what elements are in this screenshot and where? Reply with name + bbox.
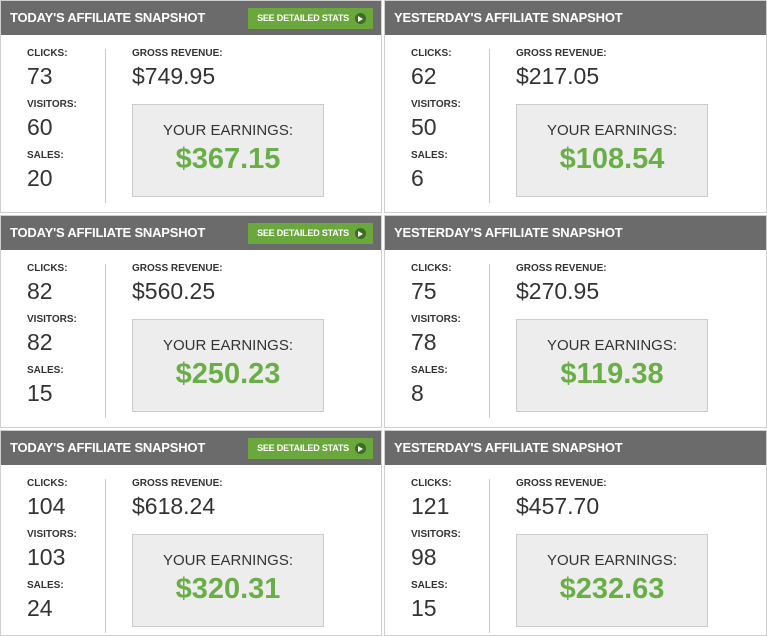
stat-label: VISITORS: xyxy=(411,99,461,110)
snapshot-panel: TODAY'S AFFILIATE SNAPSHOT SEE DETAILED S… xyxy=(0,430,382,636)
panel-header: TODAY'S AFFILIATE SNAPSHOT SEE DETAILED S… xyxy=(1,431,381,465)
earnings-box: YOUR EARNINGS: $250.23 xyxy=(132,319,324,412)
panel-header: TODAY'S AFFILIATE SNAPSHOT SEE DETAILED S… xyxy=(1,1,381,35)
stat-label: CLICKS: xyxy=(27,478,68,489)
stat-label: SALES: xyxy=(27,150,64,161)
stat-value: 50 xyxy=(411,114,437,140)
stat-value: 73 xyxy=(27,63,53,89)
earnings-box: YOUR EARNINGS: $367.15 xyxy=(132,104,324,197)
panel-title: YESTERDAY'S AFFILIATE SNAPSHOT xyxy=(394,440,623,455)
earnings-label: YOUR EARNINGS: xyxy=(546,337,678,354)
panel-header: TODAY'S AFFILIATE SNAPSHOT SEE DETAILED S… xyxy=(1,216,381,250)
panel-header: YESTERDAY'S AFFILIATE SNAPSHOT xyxy=(385,431,766,465)
divider xyxy=(489,49,490,203)
divider xyxy=(105,49,106,203)
snapshot-panel: TODAY'S AFFILIATE SNAPSHOT SEE DETAILED S… xyxy=(0,215,382,428)
detailed-stats-button[interactable]: SEE DETAILED STATS xyxy=(248,223,373,244)
earnings-box: YOUR EARNINGS: $320.31 xyxy=(132,534,324,627)
detailed-stats-button[interactable]: SEE DETAILED STATS xyxy=(248,8,373,29)
panel-title: TODAY'S AFFILIATE SNAPSHOT xyxy=(10,225,206,240)
stat-label: SALES: xyxy=(27,365,64,376)
earnings-box: YOUR EARNINGS: $119.38 xyxy=(516,319,708,412)
stat-label: VISITORS: xyxy=(411,314,461,325)
divider xyxy=(489,479,490,633)
stat-value: 20 xyxy=(27,165,53,191)
divider xyxy=(105,264,106,418)
stat-value: 121 xyxy=(411,493,450,519)
panel-title: YESTERDAY'S AFFILIATE SNAPSHOT xyxy=(394,225,623,240)
divider xyxy=(105,479,106,633)
stat-value: 62 xyxy=(411,63,437,89)
earnings-value: $320.31 xyxy=(175,573,281,605)
earnings-value: $108.54 xyxy=(559,143,665,175)
stat-label: SALES: xyxy=(411,365,448,376)
stat-label: CLICKS: xyxy=(27,48,68,59)
stat-label: VISITORS: xyxy=(27,314,77,325)
stat-label: VISITORS: xyxy=(27,529,77,540)
earnings-label: YOUR EARNINGS: xyxy=(162,337,294,354)
detailed-stats-button[interactable]: SEE DETAILED STATS xyxy=(248,438,373,459)
earnings-box: YOUR EARNINGS: $232.63 xyxy=(516,534,708,627)
stat-value: 15 xyxy=(411,595,437,621)
snapshot-panel: YESTERDAY'S AFFILIATE SNAPSHOT CLICKS: 62 V… xyxy=(384,0,767,213)
panel-header: YESTERDAY'S AFFILIATE SNAPSHOT xyxy=(385,216,766,250)
revenue-value: $560.25 xyxy=(132,278,216,304)
panel-title: TODAY'S AFFILIATE SNAPSHOT xyxy=(10,440,206,455)
stat-value: 75 xyxy=(411,278,437,304)
earnings-label: YOUR EARNINGS: xyxy=(546,552,678,569)
revenue-value: $457.70 xyxy=(516,493,600,519)
stat-label: VISITORS: xyxy=(411,529,461,540)
stat-label: CLICKS: xyxy=(411,263,452,274)
revenue-value: $749.95 xyxy=(132,63,216,89)
stat-value: 15 xyxy=(27,380,53,406)
revenue-label: GROSS REVENUE: xyxy=(516,478,607,489)
stat-label: SALES: xyxy=(27,580,64,591)
stat-value: 98 xyxy=(411,544,437,570)
stat-label: SALES: xyxy=(411,580,448,591)
earnings-label: YOUR EARNINGS: xyxy=(546,122,678,139)
revenue-label: GROSS REVENUE: xyxy=(132,48,223,59)
stat-label: SALES: xyxy=(411,150,448,161)
stat-value: 8 xyxy=(411,380,424,406)
earnings-value: $250.23 xyxy=(175,358,281,390)
panel-header: YESTERDAY'S AFFILIATE SNAPSHOT xyxy=(385,1,766,35)
earnings-value: $119.38 xyxy=(560,358,664,390)
revenue-label: GROSS REVENUE: xyxy=(132,478,223,489)
earnings-label: YOUR EARNINGS: xyxy=(162,552,294,569)
revenue-label: GROSS REVENUE: xyxy=(516,48,607,59)
revenue-value: $217.05 xyxy=(516,63,600,89)
revenue-value: $270.95 xyxy=(516,278,600,304)
stat-value: 24 xyxy=(27,595,53,621)
earnings-value: $367.15 xyxy=(175,143,281,175)
stat-label: CLICKS: xyxy=(411,48,452,59)
divider xyxy=(489,264,490,418)
stat-label: CLICKS: xyxy=(411,478,452,489)
stat-value: 78 xyxy=(411,329,437,355)
earnings-label: YOUR EARNINGS: xyxy=(162,122,294,139)
stat-value: 82 xyxy=(27,278,53,304)
stat-value: 82 xyxy=(27,329,53,355)
revenue-label: GROSS REVENUE: xyxy=(516,263,607,274)
earnings-value: $232.63 xyxy=(559,573,665,605)
snapshot-panel: YESTERDAY'S AFFILIATE SNAPSHOT CLICKS: 75 V… xyxy=(384,215,767,428)
earnings-box: YOUR EARNINGS: $108.54 xyxy=(516,104,708,197)
stat-value: 60 xyxy=(27,114,53,140)
stat-value: 104 xyxy=(27,493,66,519)
stat-value: 103 xyxy=(27,544,66,570)
panel-title: TODAY'S AFFILIATE SNAPSHOT xyxy=(10,10,206,25)
revenue-value: $618.24 xyxy=(132,493,216,519)
stat-label: CLICKS: xyxy=(27,263,68,274)
panel-title: YESTERDAY'S AFFILIATE SNAPSHOT xyxy=(394,10,623,25)
revenue-label: GROSS REVENUE: xyxy=(132,263,223,274)
snapshot-panel: YESTERDAY'S AFFILIATE SNAPSHOT CLICKS: 121… xyxy=(384,430,767,636)
snapshot-panel: TODAY'S AFFILIATE SNAPSHOT SEE DETAILED S… xyxy=(0,0,382,213)
stat-value: 6 xyxy=(411,165,424,191)
stat-label: VISITORS: xyxy=(27,99,77,110)
